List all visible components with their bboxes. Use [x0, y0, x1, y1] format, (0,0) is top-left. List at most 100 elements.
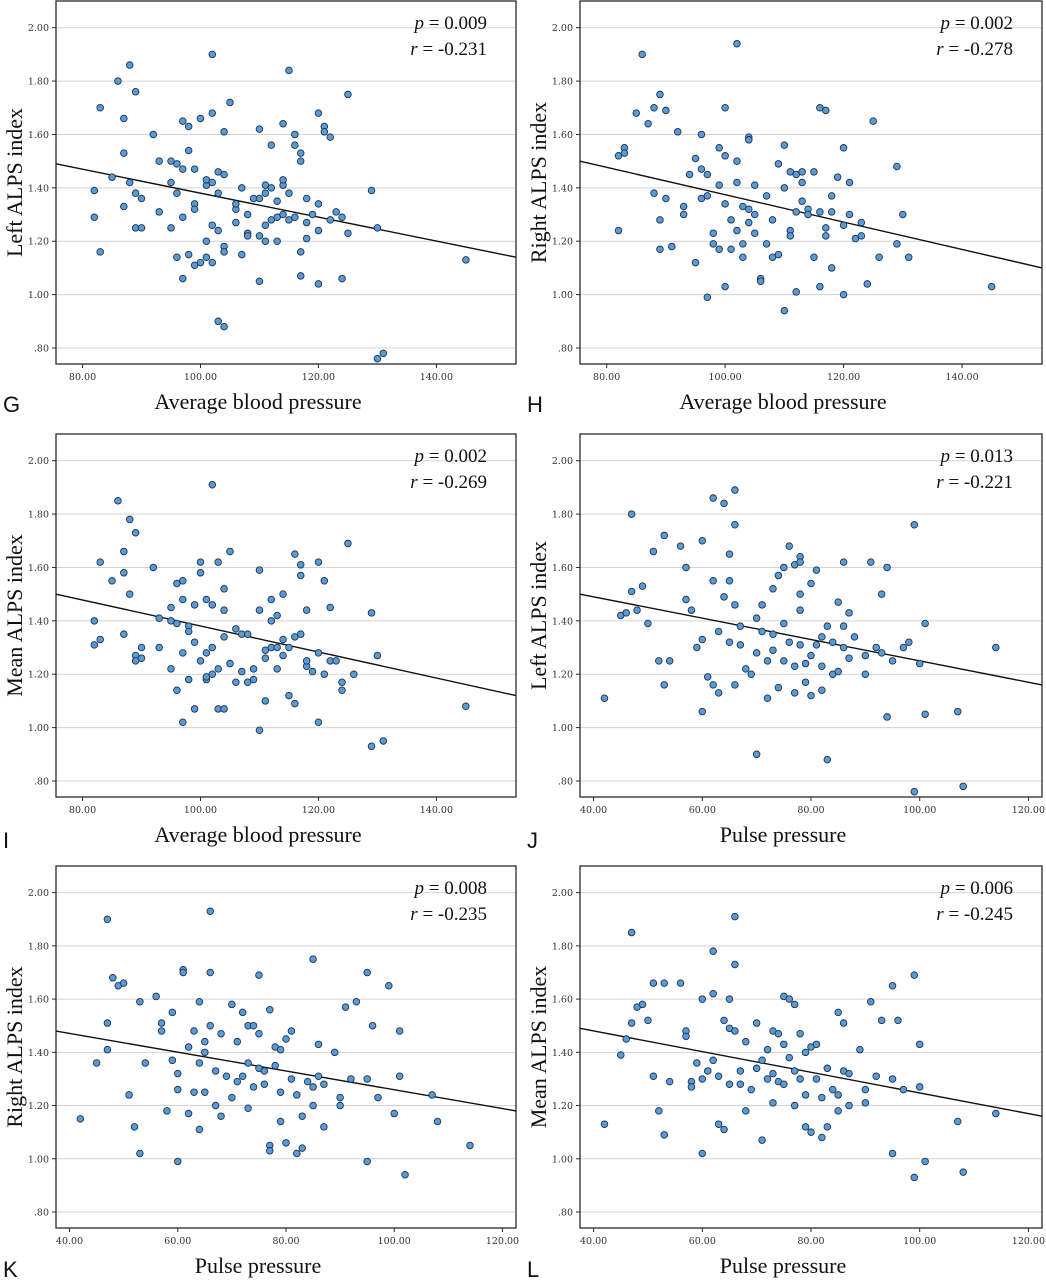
data-point: [921, 710, 929, 719]
data-point: [638, 50, 646, 59]
data-point: [899, 1085, 908, 1094]
data-point: [714, 1072, 723, 1081]
data-point: [179, 274, 187, 283]
data-point: [261, 189, 270, 197]
data-point: [905, 638, 913, 646]
data-point: [309, 1101, 317, 1110]
panel-letter: G: [3, 392, 20, 417]
data-point: [850, 633, 859, 641]
data-point: [208, 178, 217, 187]
x-tick-label: 60.00: [164, 1236, 191, 1247]
data-point: [833, 173, 842, 181]
data-point: [261, 697, 270, 705]
data-point: [320, 670, 329, 678]
data-point: [796, 641, 804, 649]
data-point: [816, 208, 824, 216]
data-point: [614, 226, 623, 235]
data-point: [266, 1005, 274, 1014]
data-point: [954, 1117, 962, 1126]
data-point: [649, 1072, 658, 1081]
data-point: [206, 907, 214, 916]
data-point: [839, 622, 848, 630]
data-point: [721, 282, 729, 291]
data-point: [875, 253, 883, 261]
data-point: [827, 264, 836, 272]
data-point: [267, 141, 276, 149]
data-point: [285, 66, 293, 75]
data-point: [834, 1107, 842, 1115]
data-point: [202, 237, 211, 245]
data-point: [249, 1021, 258, 1030]
data-point: [267, 595, 276, 604]
data-point: [758, 1056, 766, 1065]
data-point: [167, 665, 175, 673]
data-point: [731, 1027, 739, 1035]
data-point: [152, 992, 160, 1001]
data-point: [758, 627, 766, 636]
data-point: [390, 1109, 398, 1118]
data-point: [238, 184, 246, 192]
data-point: [812, 566, 821, 574]
data-point: [709, 1056, 717, 1065]
data-point: [125, 590, 134, 598]
data-point: [291, 213, 299, 221]
data-point: [807, 1128, 815, 1136]
data-point: [220, 585, 228, 593]
scatter-panel: .80 1.00 1.20 1.40 1.60 1.80 2.00 40.00 60.00 80.…: [526, 433, 1045, 847]
data-point: [314, 200, 323, 208]
data-point: [120, 547, 128, 556]
data-point: [255, 566, 264, 574]
data-point: [785, 1053, 794, 1062]
data-point: [220, 606, 228, 614]
data-point: [157, 1027, 166, 1035]
data-point: [725, 638, 734, 646]
scatter-panel: .80 1.00 1.20 1.40 1.60 1.80 2.00 80.00 100.00 12…: [526, 0, 1043, 414]
y-tick-label: .80: [558, 1208, 573, 1219]
data-point: [739, 253, 747, 261]
y-tick-label: 1.40: [552, 1048, 573, 1059]
y-tick-label: 1.80: [28, 941, 49, 952]
plot-frame: [579, 433, 1043, 798]
data-point: [190, 601, 199, 609]
data-point: [208, 643, 217, 652]
data-point: [466, 1141, 474, 1150]
data-point: [90, 213, 99, 221]
data-point: [780, 141, 789, 149]
data-point: [314, 718, 323, 727]
data-point: [709, 494, 717, 502]
data-point: [336, 1093, 344, 1102]
data-point: [888, 1149, 897, 1158]
data-point: [287, 1027, 296, 1035]
data-point: [709, 240, 718, 248]
data-point: [168, 1008, 177, 1017]
data-point: [780, 1040, 788, 1049]
data-point: [238, 1072, 247, 1081]
data-point: [742, 665, 750, 673]
data-point: [823, 1064, 832, 1073]
x-tick-label: 80.00: [797, 1236, 824, 1247]
data-point: [214, 665, 222, 673]
data-point: [650, 104, 658, 112]
data-point: [668, 242, 676, 251]
data-point: [644, 1016, 652, 1025]
y-tick-label: 2.00: [28, 23, 49, 34]
data-point: [220, 322, 228, 331]
data-point: [769, 1099, 777, 1107]
x-tick-label: 120.00: [827, 372, 860, 383]
data-point: [379, 737, 388, 745]
data-point: [796, 1075, 804, 1083]
data-point: [184, 675, 193, 684]
data-point: [196, 569, 205, 577]
data-point: [894, 1016, 902, 1025]
data-point: [428, 1091, 436, 1099]
y-tick-label: 2.00: [28, 456, 49, 467]
data-point: [120, 114, 128, 123]
x-tick-label: 140.00: [420, 372, 453, 383]
r-value-label: r = -0.278: [936, 39, 1013, 60]
data-point: [273, 611, 281, 620]
data-point: [910, 521, 919, 529]
x-tick-label: 40.00: [580, 805, 607, 816]
data-point: [108, 173, 116, 181]
data-point: [857, 218, 866, 227]
data-point: [867, 998, 875, 1006]
